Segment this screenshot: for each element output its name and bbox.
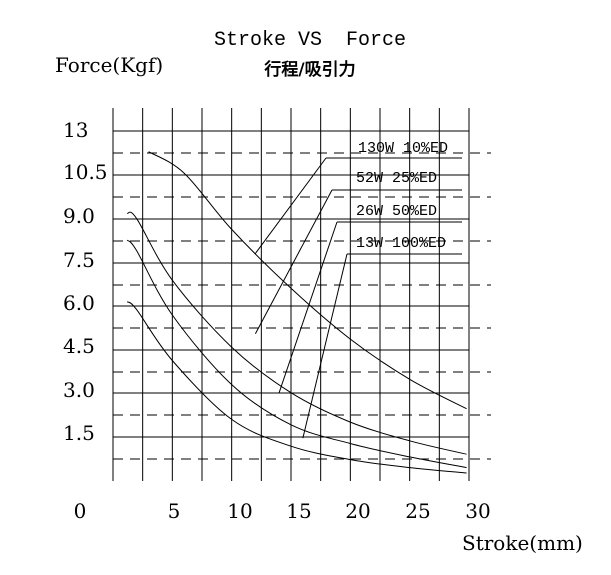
y-tick-label: 7.5 [63,248,95,272]
series-line-2 [126,239,467,469]
legend-label-1: 52W 25%ED [356,170,437,187]
legend-label-0: 130W 10%ED [358,140,448,157]
grid-layer [112,108,491,481]
series-line-3 [126,301,467,474]
series-layer [126,151,467,474]
x-tick-label: 25 [405,499,430,523]
series-line-1 [126,211,467,455]
legend-leader-1 [254,189,333,335]
series-line-0 [148,151,467,410]
x-tick-label: 10 [227,499,252,523]
legend-layer: 130W 10%ED 52W 25%ED 26W 50%ED 13W 100%ED [254,140,462,439]
x-axis-label: Stroke(mm) [462,531,583,555]
legend-label-3: 13W 100%ED [356,235,446,252]
y-tick-label: 13 [63,118,88,142]
chart-title: Stroke VS Force [214,29,406,52]
y-tick-label: 4.5 [63,334,95,358]
y-tick-label: 10.5 [63,160,108,184]
y-tick-label: 9.0 [63,204,95,228]
x-tick-label: 0 [74,499,87,523]
legend-leader-0 [254,157,327,254]
y-tick-label: 1.5 [63,421,95,445]
legend-leader-3 [302,253,348,439]
x-tick-label: 20 [345,499,370,523]
legend-leader-2 [278,221,338,393]
x-tick-label: 30 [465,499,490,523]
legend-label-2: 26W 50%ED [356,203,437,220]
y-tick-label: 3.0 [63,378,95,402]
chart-subtitle: 行程/吸引力 [263,59,355,80]
tick-layer: 1.5 3.0 4.5 6.0 7.5 9.0 10.5 13 0 5 10 15 20 25 30 [63,118,491,523]
x-tick-label: 5 [168,499,181,523]
y-axis-label: Force(Kgf) [55,53,163,77]
y-tick-label: 6.0 [63,291,95,315]
x-tick-label: 15 [286,499,311,523]
